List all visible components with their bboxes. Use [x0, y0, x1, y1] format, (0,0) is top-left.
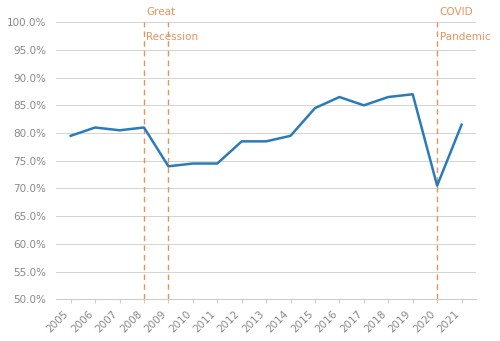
Text: Pandemic: Pandemic — [440, 32, 490, 42]
Text: Recession: Recession — [146, 32, 199, 42]
Text: COVID: COVID — [440, 7, 473, 17]
Text: Great: Great — [146, 7, 176, 17]
